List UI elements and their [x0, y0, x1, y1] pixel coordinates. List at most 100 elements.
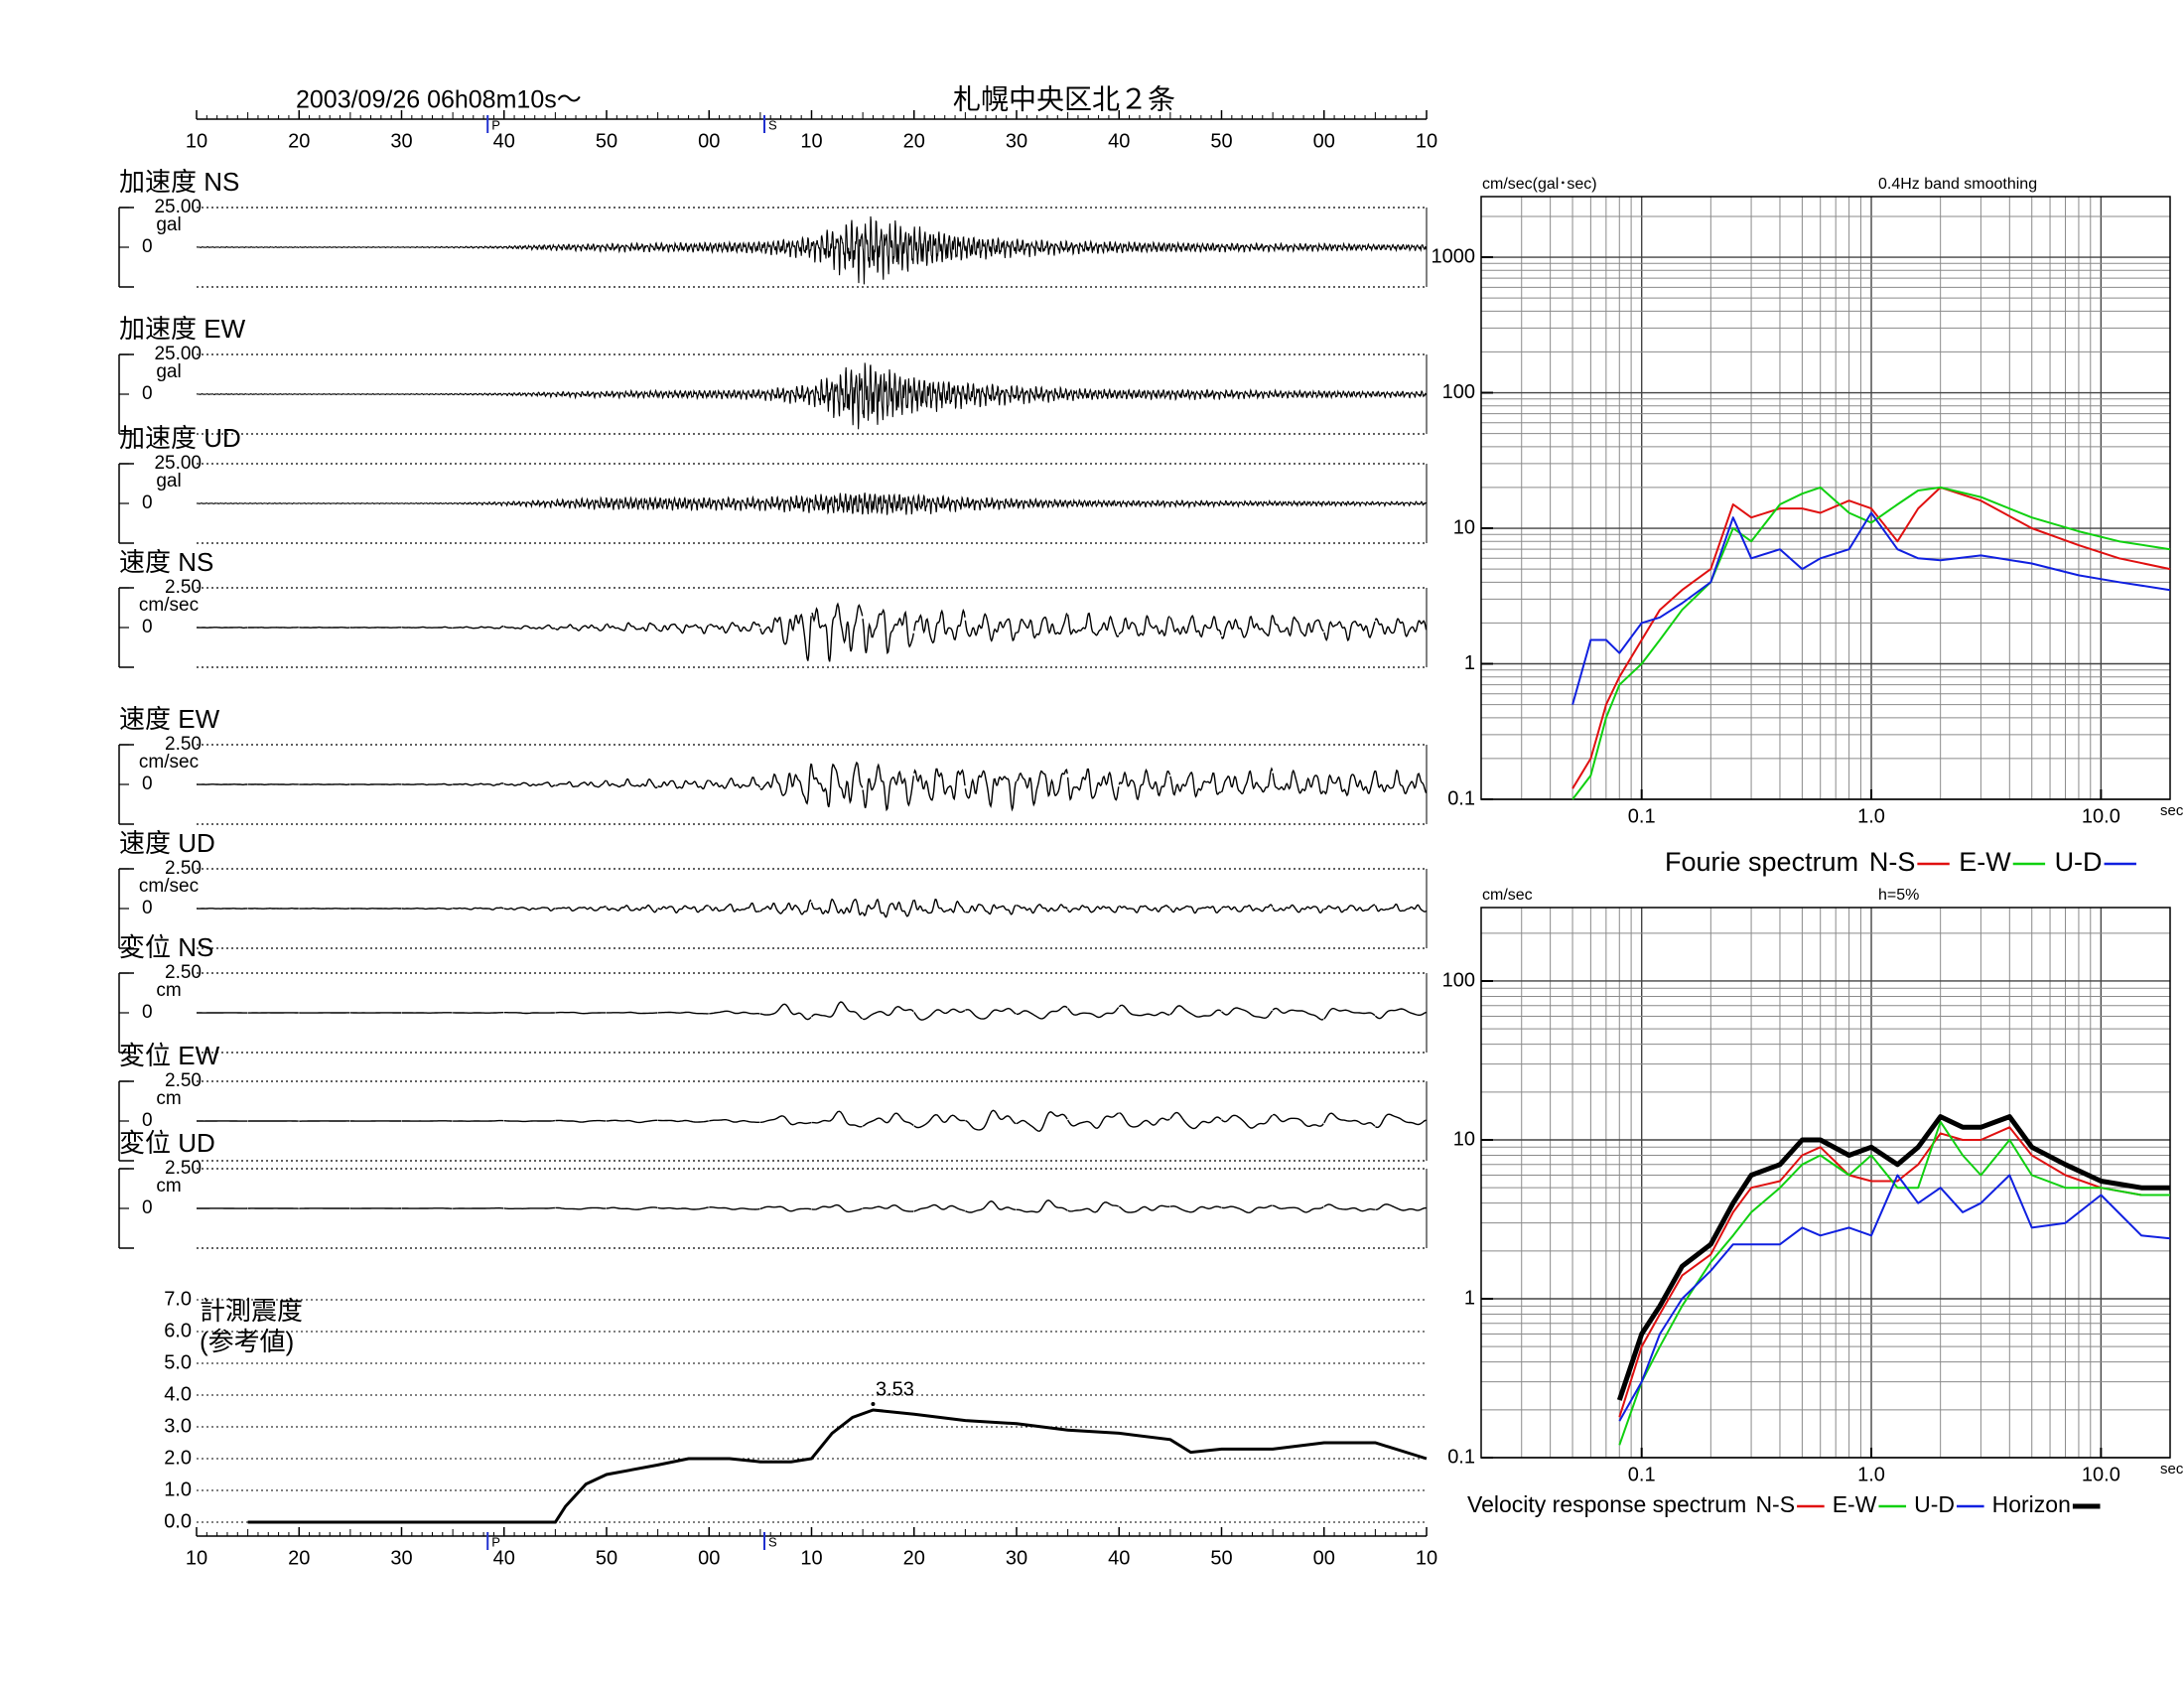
waveform-segment — [1016, 237, 1069, 258]
waveform-segment — [555, 906, 607, 913]
waveform-segment — [1220, 904, 1274, 913]
waveform-segment — [349, 783, 402, 786]
waveform-segment — [607, 1011, 658, 1015]
waveform-segment — [349, 393, 402, 396]
waveform-segment — [1323, 389, 1376, 400]
waveform-segment — [401, 907, 453, 911]
waveform-segment — [1118, 388, 1171, 401]
waveform-segment — [759, 613, 812, 661]
waveform-segment — [1221, 241, 1274, 253]
panel-note: 0.4Hz band smoothing — [1878, 176, 2037, 193]
station-name: 札幌中央区北２条 — [953, 83, 1175, 114]
channel-unit: cm/sec — [139, 876, 199, 897]
waveform-segment — [964, 613, 1018, 642]
y-tick-label: 1 — [1464, 652, 1475, 674]
waveform-segment — [1169, 388, 1222, 401]
intensity-tick-label: 5.0 — [164, 1351, 192, 1373]
waveform-segment — [1272, 769, 1324, 795]
waveform-segment — [759, 1003, 812, 1021]
waveform-segment — [1374, 618, 1428, 637]
waveform-segment — [453, 1206, 504, 1209]
waveform-segment — [453, 500, 505, 507]
waveform-segment — [913, 377, 966, 412]
time-tick-label: 40 — [1108, 130, 1130, 152]
channel-label: 速度 NS — [119, 547, 213, 577]
waveform-segment — [554, 624, 608, 632]
waveform-segment — [657, 1011, 709, 1015]
waveform-segment — [1323, 1203, 1375, 1212]
waveform-segment — [811, 1001, 864, 1020]
waveform-segment — [1272, 241, 1325, 253]
waveform-segment — [607, 1119, 658, 1124]
waveform-segment — [503, 1206, 555, 1210]
waveform-segment — [197, 246, 248, 249]
waveform-segment — [1221, 1007, 1274, 1020]
waveform-segment — [1272, 615, 1324, 637]
channel-tick-label: 2.50 — [165, 734, 202, 755]
waveform-segment — [1017, 1005, 1068, 1020]
waveform-segment — [1374, 1008, 1427, 1020]
waveform-segment — [503, 1119, 555, 1123]
waveform-segment — [913, 226, 966, 266]
waveform-segment — [1272, 1113, 1324, 1127]
waveform-segment — [1118, 768, 1171, 801]
waveform-segment — [503, 907, 556, 912]
x-tick-label: 0.1 — [1628, 805, 1656, 827]
waveform-segment — [811, 1203, 863, 1213]
waveform-segment — [1169, 1005, 1222, 1018]
time-tick-label: 00 — [698, 1547, 720, 1569]
waveform-segment — [708, 902, 760, 914]
waveform-segment — [349, 501, 402, 505]
time-tick-label: 10 — [1416, 1547, 1437, 1569]
channel-tick-label: 0 — [142, 1110, 153, 1131]
waveform-segment — [810, 219, 864, 284]
waveform-segment — [555, 1206, 607, 1210]
legend-label: U-D — [1914, 1491, 1955, 1517]
waveform-segment — [503, 1012, 555, 1015]
y-tick-label: 10 — [1453, 1128, 1475, 1150]
channel-unit: cm — [156, 1088, 181, 1109]
waveform-segment — [759, 494, 812, 513]
waveform-segment — [1067, 1007, 1120, 1019]
legend-label: E-W — [1959, 847, 2011, 877]
waveform-segment — [606, 1206, 658, 1210]
time-tick-label: 30 — [1006, 130, 1027, 152]
x-tick-label: 0.1 — [1628, 1464, 1656, 1485]
waveform-segment — [349, 908, 402, 910]
channel-tick-label: 2.50 — [165, 577, 202, 598]
waveform-segment — [299, 908, 350, 910]
waveform-segment — [606, 622, 658, 633]
waveform-segment — [708, 240, 761, 255]
waveform-segment — [964, 381, 1018, 408]
waveform-segment — [862, 1112, 914, 1127]
waveform-segment — [965, 1007, 1017, 1020]
waveform-segment — [657, 495, 710, 512]
waveform-segment — [299, 627, 350, 629]
y-axis-label: cm/sec(gal･sec) — [1482, 176, 1597, 193]
waveform-segment — [1118, 1204, 1170, 1213]
channel-unit: gal — [156, 214, 181, 235]
time-tick-label: 10 — [186, 1547, 207, 1569]
legend-label: U-D — [2055, 847, 2103, 877]
waveform-segment — [452, 392, 504, 396]
waveform-segment — [759, 899, 812, 915]
waveform-segment — [1221, 388, 1274, 400]
waveform-segment — [453, 625, 504, 630]
legend-title: Velocity response spectrum — [1467, 1491, 1746, 1517]
waveform-segment — [247, 907, 299, 910]
intensity-peak-label: 3.53 — [876, 1378, 914, 1400]
channel-unit: gal — [156, 361, 181, 382]
time-tick-label: 10 — [800, 1547, 822, 1569]
time-tick-label: 20 — [903, 1547, 925, 1569]
waveform-segment — [401, 392, 454, 396]
waveform-segment — [1066, 905, 1120, 914]
waveform-segment — [1169, 499, 1222, 509]
waveform-segment — [1118, 614, 1170, 637]
waveform-segment — [862, 898, 914, 918]
waveform-segment — [453, 907, 504, 911]
y-tick-label: 100 — [1442, 381, 1475, 403]
waveform-segment — [349, 627, 402, 630]
waveform-segment — [1220, 767, 1274, 795]
x-axis-label: sec — [2160, 1461, 2184, 1477]
waveform-segment — [1375, 1113, 1427, 1129]
